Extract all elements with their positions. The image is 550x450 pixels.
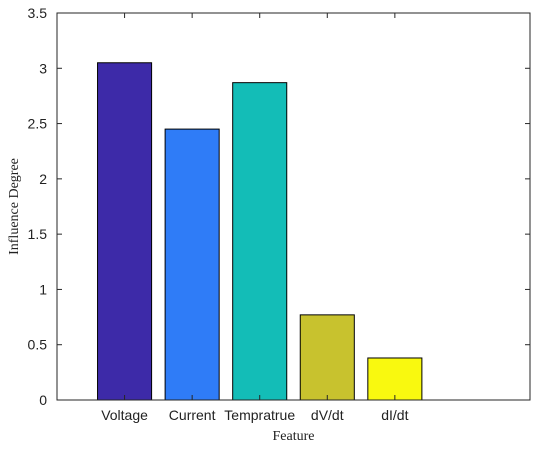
y-tick-label: 2 [39, 171, 47, 187]
x-tick-label: Current [169, 407, 216, 423]
bar-dv-dt [299, 314, 355, 401]
x-axis-title: Feature [273, 429, 315, 444]
bar-voltage [97, 62, 153, 401]
x-tick-label: dV/dt [311, 407, 344, 423]
x-axis-ticks: Voltage Current Tempratrue dV/dt dI/dt [101, 13, 409, 423]
y-tick-label: 1.5 [28, 226, 48, 242]
bar-di-dt [367, 357, 423, 401]
bars-group [97, 62, 423, 401]
bar-tempratrue [232, 82, 288, 401]
y-tick-label: 0.5 [28, 337, 48, 353]
x-tick-label: Tempratrue [224, 407, 295, 423]
plot-area-frame [56, 12, 531, 401]
y-tick-label: 3 [39, 60, 47, 76]
y-tick-label: 2.5 [28, 116, 48, 132]
y-axis-title: Influence Degree [7, 158, 22, 255]
bar-current [164, 128, 220, 401]
y-axis-ticks: 0 0.5 1 1.5 2 2.5 3 3.5 [28, 5, 530, 408]
y-tick-label: 0 [39, 392, 47, 408]
y-tick-label: 1 [39, 281, 47, 297]
y-tick-label: 3.5 [28, 5, 48, 21]
x-tick-label: Voltage [101, 407, 148, 423]
x-tick-label: dI/dt [381, 407, 408, 423]
